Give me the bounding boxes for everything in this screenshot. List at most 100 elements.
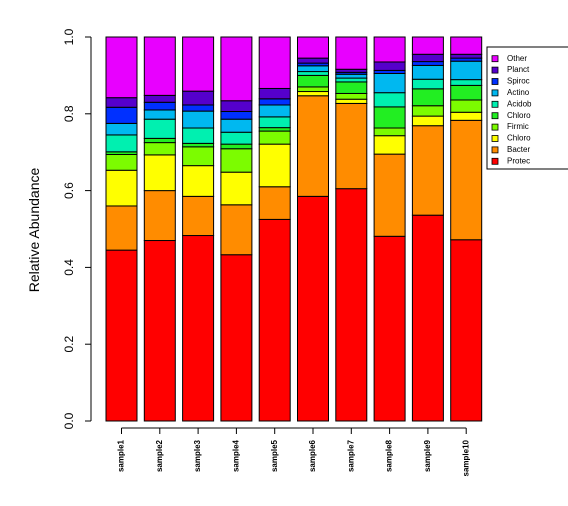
y-axis: 0.0 0.2 0.4 0.6 0.8 1.0 (62, 28, 92, 429)
bar-segment (450, 239, 483, 422)
bar-segment (335, 81, 368, 94)
y-axis-label: Relative Abundance (26, 168, 42, 293)
bar-segment (258, 98, 291, 106)
bars (105, 36, 483, 422)
x-tick-label: sample8 (385, 439, 394, 472)
bar-segment (450, 99, 483, 113)
x-tick-label: sample10 (461, 439, 470, 476)
bar-segment (450, 119, 483, 241)
x-tick-label: sample1 (117, 439, 126, 472)
bar-segment (335, 102, 368, 190)
bar-segment (297, 71, 329, 76)
legend-label: Chloro (507, 134, 531, 143)
legend-label: Bacter (507, 145, 530, 154)
bar-segment (182, 235, 215, 422)
bar-segment (143, 190, 176, 242)
bar-segment (411, 53, 444, 63)
bar-stack (143, 36, 176, 422)
bar-segment (411, 115, 444, 127)
y-tick-label: 0.8 (62, 105, 76, 122)
bar-segment (182, 36, 215, 92)
y-tick-label: 1.0 (62, 28, 76, 45)
x-tick-label: sample9 (423, 439, 432, 472)
bar-segment (411, 36, 444, 55)
bar-segment (220, 131, 253, 145)
legend-box (486, 46, 568, 170)
bar-segment (143, 101, 176, 111)
bar-segment (143, 240, 176, 422)
bar-stack (335, 36, 368, 422)
bar-stack (297, 36, 329, 422)
bar-segment (182, 146, 215, 167)
legend-swatch (491, 146, 499, 154)
bar-segment (143, 109, 176, 120)
bar-segment (411, 64, 444, 80)
bar-segment (143, 36, 176, 96)
bar-segment (182, 165, 215, 197)
bar-segment (411, 78, 444, 90)
bar-segment (220, 171, 253, 206)
y-tick-label: 0.2 (62, 336, 76, 353)
bar-segment (220, 100, 253, 112)
bar-stack (105, 36, 138, 422)
x-tick-label: sample6 (308, 439, 317, 472)
bar-segment (373, 61, 406, 71)
bar-segment (450, 111, 483, 121)
bar-segment (105, 97, 138, 108)
bar-segment (182, 142, 215, 148)
bar-segment (258, 104, 291, 118)
legend-label: Planct (507, 65, 530, 74)
bar-stack (411, 36, 444, 422)
bar-segment (297, 65, 329, 73)
bar-segment (105, 249, 138, 422)
bar-segment (373, 72, 406, 94)
bar-segment (297, 74, 329, 88)
legend-label: Chloro (507, 111, 531, 120)
bar-segment (258, 130, 291, 145)
bar-segment (297, 91, 329, 97)
bar-segment (220, 254, 253, 422)
bar-segment (258, 36, 291, 89)
bar-segment (182, 110, 215, 129)
bar-segment (373, 127, 406, 137)
bar-segment (220, 118, 253, 133)
bar-segment (411, 105, 444, 117)
bar-segment (182, 104, 215, 112)
bar-segment (258, 143, 291, 188)
bar-segment (143, 118, 176, 139)
bar-segment (335, 188, 368, 422)
bar-segment (297, 195, 329, 422)
bar-segment (220, 148, 253, 173)
bar-segment (373, 135, 406, 155)
bar-segment (411, 61, 444, 66)
bar-segment (297, 57, 329, 64)
bar-segment (182, 90, 215, 106)
bar-segment (220, 110, 253, 120)
bar-segment (105, 205, 138, 251)
x-tick-label: sample3 (193, 439, 202, 472)
bar-segment (450, 53, 483, 59)
x-tick-label: sample4 (232, 439, 241, 472)
legend-swatch (491, 89, 499, 97)
bar-segment (105, 154, 138, 171)
bar-segment (220, 143, 253, 150)
bar-segment (297, 86, 329, 93)
y-tick-label: 0.0 (62, 412, 76, 429)
bar-segment (411, 125, 444, 216)
bar-stack (373, 36, 406, 422)
bar-segment (258, 127, 291, 132)
legend-swatch (491, 78, 499, 85)
bar-segment (335, 77, 368, 83)
bar-stack (450, 36, 483, 422)
y-tick-label: 0.6 (62, 182, 76, 199)
bar-segment (450, 84, 483, 101)
bar-segment (220, 204, 253, 256)
bar-segment (143, 94, 176, 103)
bar-segment (335, 92, 368, 100)
bar-segment (373, 92, 406, 108)
legend-label: Actino (507, 88, 530, 97)
bar-stack (220, 36, 253, 422)
legend-label: Spiroc (507, 77, 530, 86)
legend: Other Planct Spiroc Actino Acidob Chloro Firmi… (486, 46, 568, 170)
